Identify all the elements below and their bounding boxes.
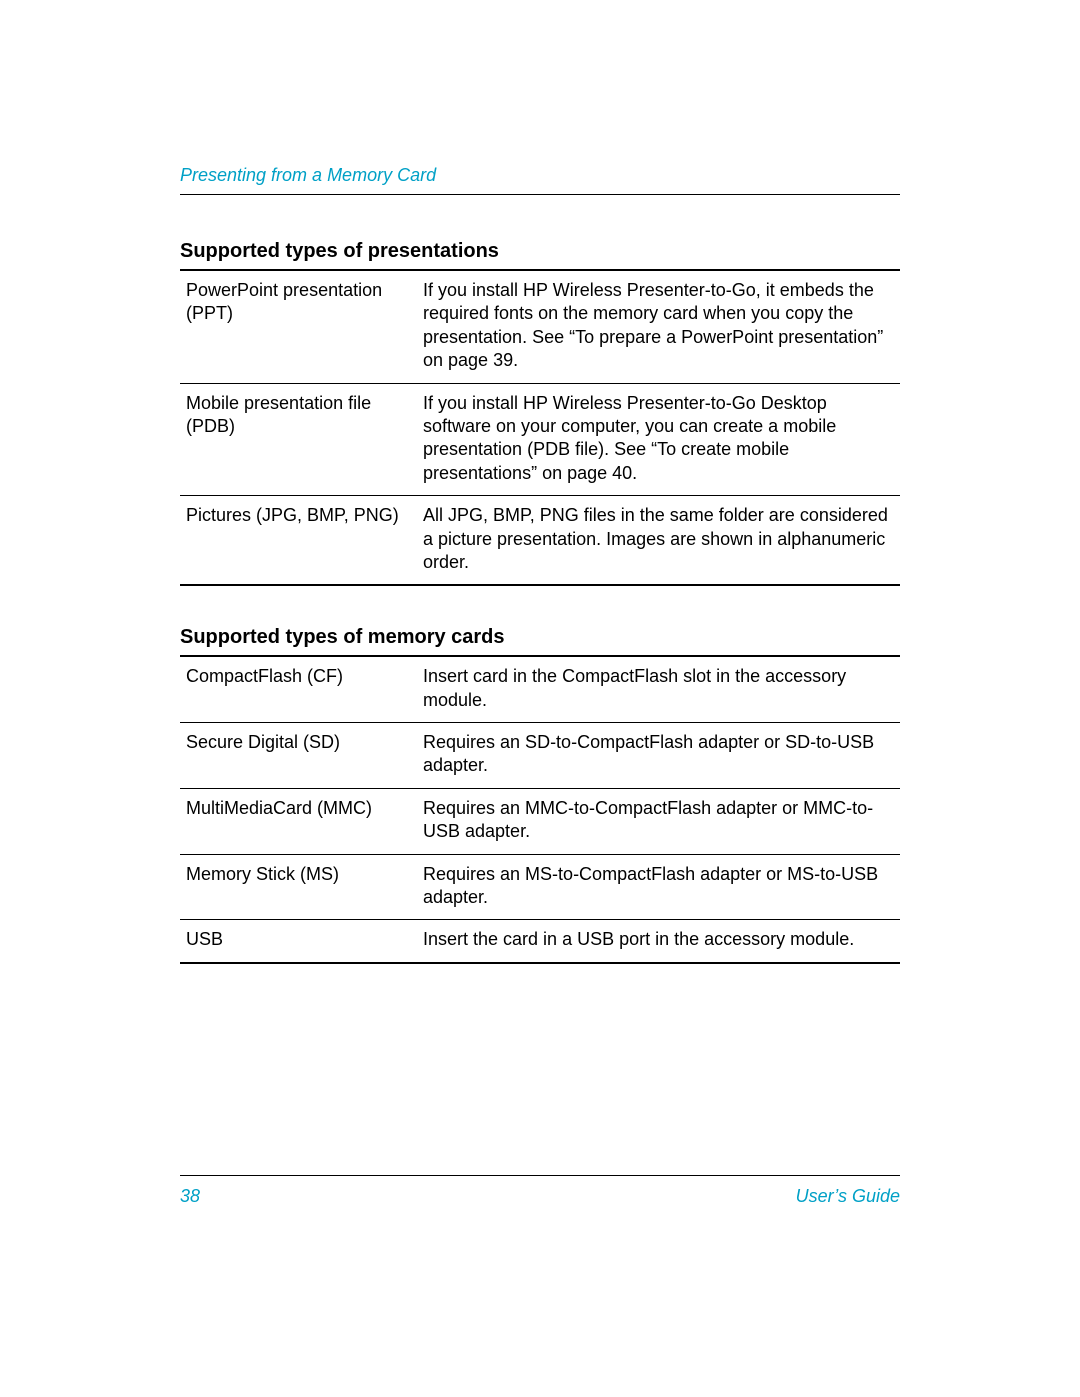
table-row: Memory Stick (MS) Requires an MS-to-Comp…: [180, 854, 900, 920]
cell-desc: All JPG, BMP, PNG files in the same fold…: [417, 496, 900, 586]
running-header: Presenting from a Memory Card: [180, 165, 900, 186]
table-row: Pictures (JPG, BMP, PNG) All JPG, BMP, P…: [180, 496, 900, 586]
section-title-memory-cards: Supported types of memory cards: [180, 626, 900, 649]
cell-desc: Requires an SD-to-CompactFlash adapter o…: [417, 723, 900, 789]
table-row: MultiMediaCard (MMC) Requires an MMC-to-…: [180, 788, 900, 854]
cell-desc: Insert card in the CompactFlash slot in …: [417, 656, 900, 722]
cell-label: PowerPoint presentation (PPT): [180, 270, 417, 383]
table-row: Secure Digital (SD) Requires an SD-to-Co…: [180, 723, 900, 789]
cell-label: Mobile presentation file (PDB): [180, 383, 417, 496]
page-number: 38: [180, 1186, 200, 1207]
doc-title: User’s Guide: [796, 1186, 900, 1207]
presentations-table: PowerPoint presentation (PPT) If you ins…: [180, 269, 900, 586]
cell-desc: Requires an MS-to-CompactFlash adapter o…: [417, 854, 900, 920]
section-title-presentations: Supported types of presentations: [180, 240, 900, 263]
cell-desc: If you install HP Wireless Presenter-to-…: [417, 270, 900, 383]
header-rule: [180, 194, 900, 195]
cell-label: USB: [180, 920, 417, 963]
cell-desc: Requires an MMC-to-CompactFlash adapter …: [417, 788, 900, 854]
memory-cards-table: CompactFlash (CF) Insert card in the Com…: [180, 655, 900, 964]
table-row: PowerPoint presentation (PPT) If you ins…: [180, 270, 900, 383]
table-row: USB Insert the card in a USB port in the…: [180, 920, 900, 963]
table-row: Mobile presentation file (PDB) If you in…: [180, 383, 900, 496]
footer-rule: [180, 1175, 900, 1176]
cell-label: Pictures (JPG, BMP, PNG): [180, 496, 417, 586]
cell-label: Secure Digital (SD): [180, 723, 417, 789]
cell-desc: If you install HP Wireless Presenter-to-…: [417, 383, 900, 496]
cell-label: CompactFlash (CF): [180, 656, 417, 722]
footer-row: 38 User’s Guide: [180, 1186, 900, 1207]
page-footer: 38 User’s Guide: [180, 1175, 900, 1207]
page-content: Presenting from a Memory Card Supported …: [180, 165, 900, 1004]
cell-label: MultiMediaCard (MMC): [180, 788, 417, 854]
cell-label: Memory Stick (MS): [180, 854, 417, 920]
table-row: CompactFlash (CF) Insert card in the Com…: [180, 656, 900, 722]
cell-desc: Insert the card in a USB port in the acc…: [417, 920, 900, 963]
